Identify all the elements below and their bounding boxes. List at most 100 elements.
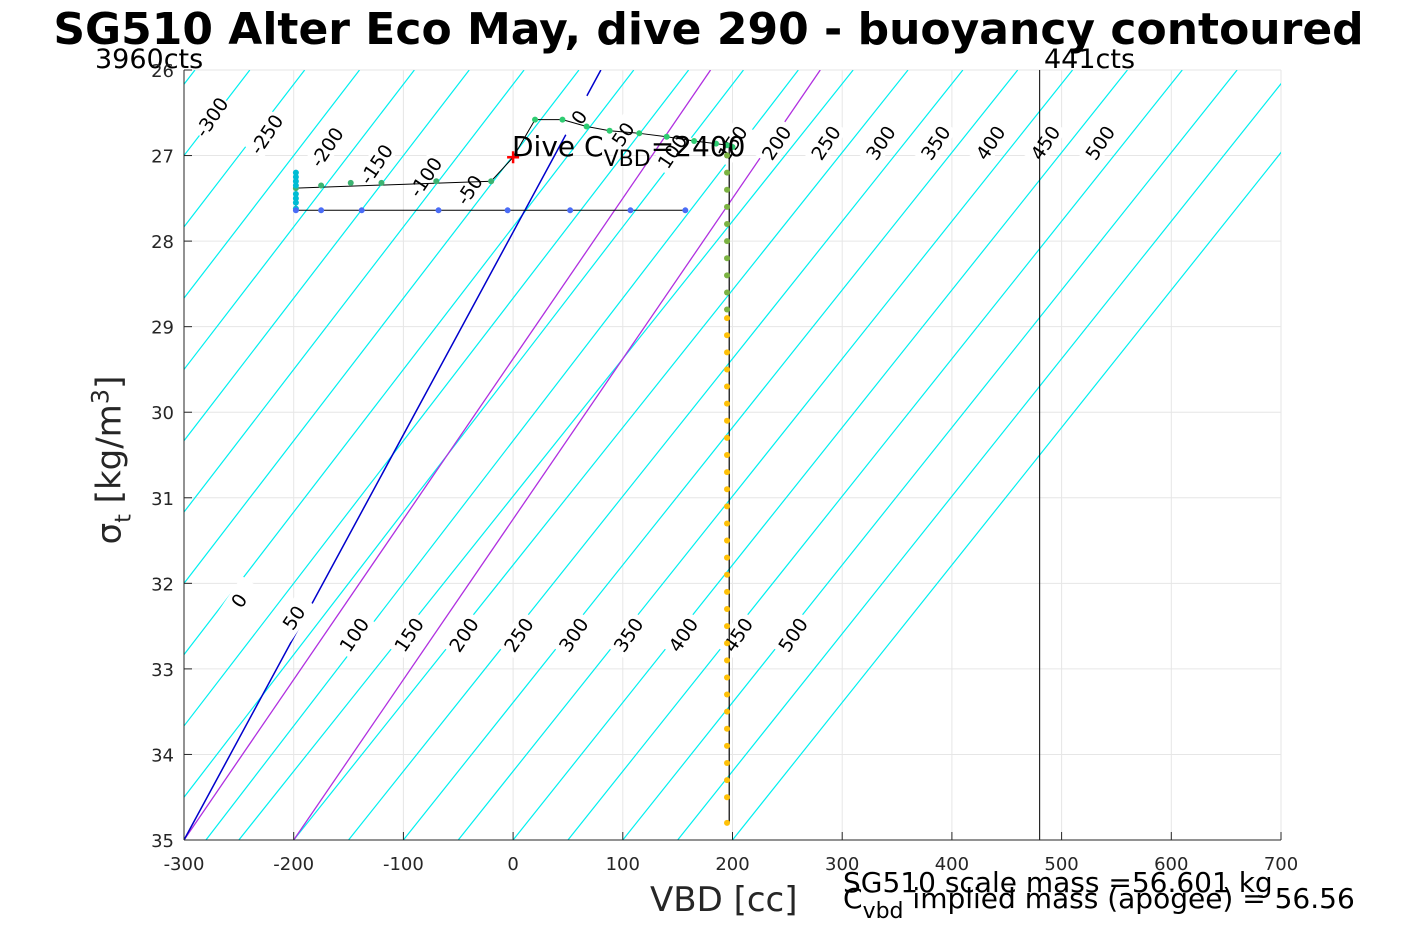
y-axis-label: σt [kg/m3] (86, 375, 136, 545)
data-point (724, 520, 731, 527)
contour-line (567, 70, 1183, 840)
data-point (724, 349, 731, 356)
contour-label-bg (403, 152, 447, 202)
data-point (724, 434, 731, 441)
magenta-contour-line (293, 70, 821, 840)
contour-line (184, 70, 360, 300)
x-tick-label: 400 (935, 854, 969, 875)
data-point (292, 191, 299, 198)
data-point (724, 777, 731, 784)
contour-label-bg (968, 118, 1012, 168)
data-point (724, 452, 731, 458)
data-point (724, 186, 731, 193)
data-point (724, 819, 731, 826)
y-axis-label-close: ] (89, 375, 130, 389)
data-point (347, 179, 354, 186)
data-point (724, 221, 731, 227)
contour-label-bg (190, 92, 233, 142)
x-axis-label: VBD [cc] (650, 880, 798, 920)
implied-mass-sub: vbd (862, 899, 904, 924)
magenta-contour-line (184, 70, 712, 840)
data-point (724, 691, 731, 698)
data-point (724, 674, 731, 681)
x-tick-label: 100 (606, 854, 640, 875)
data-point (724, 469, 731, 476)
data-point (691, 138, 698, 145)
contour-label-bg (771, 610, 815, 660)
data-point (724, 537, 731, 544)
contour-label-bg (754, 118, 798, 168)
y-axis-label-sup: 3 (86, 388, 115, 405)
data-point (292, 178, 299, 185)
contour-line (622, 70, 1238, 840)
x-tick-label: -100 (383, 854, 424, 875)
chart-title: SG510 Alter Eco May, dive 290 - buoyancy… (53, 4, 1364, 55)
data-point (724, 400, 731, 407)
contour-label-bg (716, 610, 760, 660)
data-point (724, 588, 731, 595)
contour-line (677, 82, 1281, 840)
contour-label-bg (601, 109, 645, 159)
data-point (724, 383, 731, 390)
contour-label-bg (661, 610, 705, 660)
data-point (724, 272, 731, 279)
x-tick-label: 600 (1154, 854, 1188, 875)
contour-line (293, 70, 909, 840)
y-tick-label: 27 (151, 147, 174, 168)
data-point (724, 657, 731, 664)
y-tick-label: 33 (151, 660, 174, 681)
y-tick-label: 34 (151, 745, 174, 766)
contour-label-bg (859, 118, 903, 168)
y-tick-label: 31 (151, 489, 174, 510)
data-point (488, 178, 495, 185)
contour-label-bg (711, 118, 754, 168)
data-point (318, 182, 325, 189)
data-point (292, 173, 299, 180)
y-tick-label: 29 (151, 318, 174, 339)
data-point (724, 366, 731, 373)
data-point (724, 332, 731, 339)
contour-label: -150 (356, 141, 398, 189)
contour-line (457, 70, 1074, 840)
zero-contour-line (184, 70, 602, 840)
contour-line (238, 70, 854, 840)
data-point (606, 127, 613, 134)
y-tick-label: 35 (151, 831, 174, 852)
contour-label: -250 (246, 111, 288, 159)
data-point (318, 207, 325, 214)
data-point (724, 486, 731, 493)
contour-label-bg (387, 610, 431, 660)
data-point (724, 571, 731, 578)
data-point (724, 289, 731, 296)
contour-label-bg (244, 109, 288, 159)
data-point (724, 794, 731, 801)
data-point (724, 760, 731, 766)
scale-mass-label: SG510 scale mass =56.601 kg (843, 866, 1273, 899)
implied-mass-prefix: C (843, 882, 863, 915)
contour-line (512, 70, 1128, 840)
data-point (724, 640, 731, 647)
data-point (724, 255, 731, 262)
y-axis-label-main: σ (89, 522, 130, 545)
contour-line (348, 70, 964, 840)
dive-cvbd-prefix: Dive C (512, 130, 604, 163)
x-tick-label: -200 (273, 854, 314, 875)
data-point (724, 142, 731, 149)
data-point (358, 207, 365, 214)
data-point (713, 140, 720, 147)
implied-mass-rest: implied mass (apogee) = 56.56 (903, 882, 1355, 915)
contour-label-bg (442, 610, 486, 660)
data-point (724, 152, 731, 159)
contour-label-bg (447, 165, 491, 215)
data-point (567, 207, 574, 214)
data-point (378, 179, 385, 186)
data-point (292, 182, 299, 189)
data-point (724, 606, 731, 612)
data-point (724, 708, 731, 715)
data-point (724, 554, 731, 561)
data-point (729, 144, 736, 150)
data-point (663, 133, 670, 140)
contour-label-bg (217, 576, 261, 625)
dive-cvbd-sub: VBD (603, 147, 651, 172)
